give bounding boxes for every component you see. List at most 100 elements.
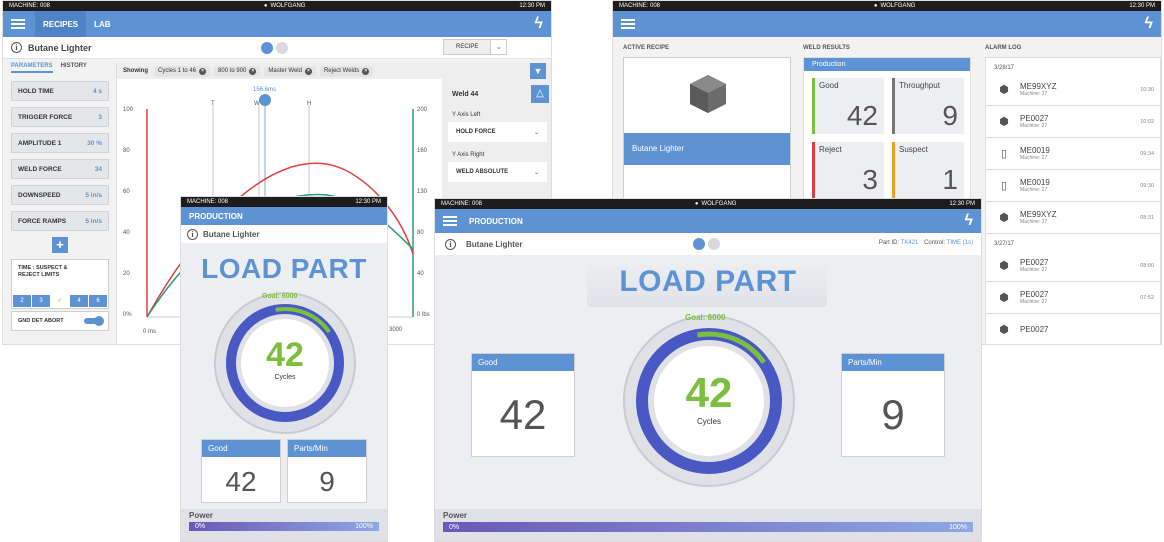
page-dot-2[interactable]: [276, 42, 288, 54]
filter-chip[interactable]: 800 to 900 ×: [214, 65, 261, 77]
tab-parameters[interactable]: PARAMETERS: [11, 63, 53, 73]
alarm-time: 07:52: [1140, 294, 1154, 301]
limit-cell[interactable]: 4: [70, 295, 88, 307]
cycles-label: Cycles: [274, 374, 296, 381]
lightning-icon[interactable]: ϟ: [1144, 15, 1153, 32]
goal-label: Goal: 6000: [262, 293, 298, 300]
active-recipe-card[interactable]: Butane Lighter: [623, 57, 791, 202]
filter-chips: Cycles 1 to 46 × 800 to 900 × Master Weld × Re…: [154, 65, 377, 77]
cube-icon: ⬢: [999, 84, 1009, 96]
app-bar: PRODUCTION: [181, 207, 387, 225]
status-bar: MACHINE: 008 ● WOLFGANG 12:30 PM: [3, 1, 551, 11]
param-button[interactable]: AMPLITUDE 1 30 %: [11, 133, 109, 153]
lightning-icon[interactable]: ϟ: [964, 212, 973, 229]
info-icon[interactable]: i: [187, 228, 198, 240]
close-icon[interactable]: ×: [362, 67, 370, 75]
filter-button[interactable]: ▼: [530, 63, 546, 79]
add-parameter-button[interactable]: +: [52, 237, 68, 253]
load-part-heading: LOAD PART: [201, 253, 367, 284]
alarm-item[interactable]: ⬢ ME99XYZ Machine: 27 08:31: [986, 202, 1160, 234]
clock: 12:30 PM: [355, 199, 381, 205]
recipe-header: i Butane Lighter: [181, 225, 387, 243]
page-dot-1[interactable]: [693, 238, 705, 250]
menu-icon[interactable]: [11, 19, 25, 29]
alarm-item[interactable]: ⬢ ME99XYZ Machine: 27 10:30: [986, 74, 1160, 106]
param-button[interactable]: FORCE RAMPS 5 in/s: [11, 211, 109, 231]
result-label: Reject: [819, 145, 842, 154]
info-icon[interactable]: i: [11, 42, 22, 53]
alarm-item[interactable]: ⬢ PE0027 Machine: 27 08:00: [986, 250, 1160, 282]
limit-cell[interactable]: ✓: [51, 295, 69, 307]
close-icon[interactable]: ×: [199, 67, 207, 75]
app-bar: RECIPES LAB ϟ: [3, 11, 551, 37]
result-label: Throughput: [899, 81, 940, 90]
graph-type-button[interactable]: △: [531, 85, 549, 103]
triangle-icon: △: [536, 88, 544, 99]
cursor-handle[interactable]: [259, 94, 271, 106]
info-icon[interactable]: i: [445, 238, 456, 250]
menu-icon[interactable]: [621, 19, 635, 29]
filter-chip[interactable]: Master Weld ×: [264, 65, 316, 77]
tab-lab-label: LAB: [94, 19, 111, 29]
menu-icon[interactable]: [443, 216, 457, 226]
page-dot-2[interactable]: [708, 238, 720, 250]
y-axis-left-select[interactable]: HOLD FORCE ⌄: [448, 122, 547, 142]
tab-lab[interactable]: LAB: [86, 20, 118, 29]
gauge-progress: [275, 307, 331, 334]
marker-h: H: [307, 101, 312, 107]
cycle-gauge: Goal: 6000 42 Cycles: [623, 313, 795, 487]
param-label: AMPLITUDE 1: [18, 139, 62, 147]
alarm-item[interactable]: ⬢ PE0027: [986, 314, 1160, 344]
filter-chip[interactable]: Cycles 1 to 46 ×: [154, 65, 211, 77]
limit-cell[interactable]: 3: [32, 295, 50, 307]
parameter-list: HOLD TIME 4 s TRIGGER FORCE 3 AMPLITUDE 1 30 …: [11, 81, 109, 231]
power-max: 100%: [949, 523, 967, 531]
y-axis-right-select[interactable]: WELD ABSOLUTE ⌄: [448, 162, 547, 182]
chevron-down-icon: ⌄: [490, 40, 506, 54]
close-icon[interactable]: ×: [304, 67, 312, 75]
clock: 12:30 PM: [1129, 3, 1155, 9]
param-button[interactable]: DOWNSPEED 5 in/s: [11, 185, 109, 205]
right-tick: 200: [417, 107, 428, 113]
param-value: 3: [98, 113, 102, 121]
filter-chip[interactable]: Reject Welds ×: [319, 65, 374, 77]
control-value: TIME (1s): [946, 240, 973, 246]
user-icon: ●: [873, 3, 878, 9]
recipe-dropdown[interactable]: RECIPE ⌄: [443, 39, 508, 55]
screen-title: PRODUCTION: [189, 211, 243, 221]
param-button[interactable]: TRIGGER FORCE 3: [11, 107, 109, 127]
part-id-value: TK421: [900, 240, 919, 246]
alarm-item[interactable]: ⬢ PE0027 Machine: 27 07:52: [986, 282, 1160, 314]
ppm-label: Parts/Min: [288, 440, 366, 457]
alarm-id: PE0027: [1020, 114, 1049, 123]
gauge-center: [241, 319, 329, 407]
close-icon[interactable]: ×: [249, 67, 257, 75]
machine-label: MACHINE: 008: [619, 3, 661, 9]
alarm-item[interactable]: ▯ ME0019 Machine: 27 09:34: [986, 138, 1160, 170]
tab-history[interactable]: HISTORY: [60, 63, 87, 69]
limit-cell[interactable]: 2: [13, 295, 31, 307]
recipe-title: Butane Lighter: [203, 229, 260, 239]
limit-cell[interactable]: 6: [89, 295, 107, 307]
alarm-text: PE0027 Machine: 27: [1020, 258, 1140, 273]
chip-label: Reject Welds: [323, 68, 360, 74]
page-dot-1[interactable]: [261, 42, 273, 54]
part-id-label: Part ID:: [878, 240, 900, 246]
part-info: Part ID: TK421 Control: TIME (1s): [879, 240, 973, 246]
left-tick: 0%: [123, 312, 132, 318]
user-info: ● WOLFGANG: [695, 199, 737, 209]
param-label: TRIGGER FORCE: [18, 113, 73, 121]
alarm-item[interactable]: ⬢ PE0027 Machine: 27 10:02: [986, 106, 1160, 138]
production-tab[interactable]: Production: [804, 58, 970, 71]
good-card: Good 42: [201, 439, 281, 503]
param-button[interactable]: WELD FORCE 34: [11, 159, 109, 179]
alarm-text: ME99XYZ Machine: 27: [1020, 210, 1140, 225]
param-button[interactable]: HOLD TIME 4 s: [11, 81, 109, 101]
alarm-item[interactable]: ▯ ME0019 Machine: 27 09:30: [986, 170, 1160, 202]
right-tick: 80: [417, 230, 424, 236]
lightning-icon[interactable]: ϟ: [534, 15, 543, 32]
gnd-det-toggle[interactable]: [84, 316, 104, 326]
cycle-count: 42: [266, 336, 304, 374]
tab-recipes[interactable]: RECIPES: [35, 11, 87, 37]
right-tick: 130: [417, 189, 428, 195]
